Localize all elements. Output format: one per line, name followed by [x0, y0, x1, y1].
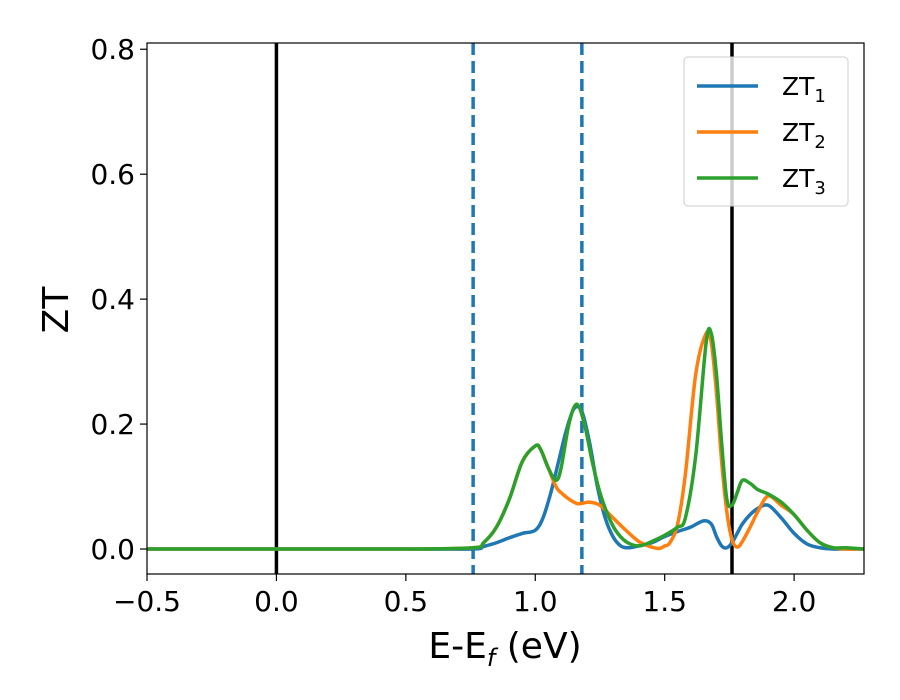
x-tick-label: 0.5: [384, 585, 429, 618]
series-line-zt1: [147, 404, 864, 551]
x-axis: −0.5 0.0 0.5 1.0 1.5 2.0: [113, 574, 816, 618]
x-tick-label: 0.0: [254, 585, 299, 618]
y-tick-label: 0.6: [90, 158, 135, 191]
series-layer: [147, 326, 865, 551]
x-tick-label: −0.5: [113, 585, 181, 618]
x-axis-label: E-Ef (eV): [428, 626, 581, 672]
y-axis-label: ZT: [36, 286, 77, 334]
legend-label-zt1: ZT1: [782, 72, 826, 107]
x-tick-label: 2.0: [772, 585, 817, 618]
y-tick-label: 0.8: [90, 33, 135, 66]
series-line-zt2: [147, 329, 865, 551]
plot-frame: [146, 42, 865, 575]
legend-label-zt2: ZT2: [782, 118, 826, 153]
y-tick-label: 0.4: [90, 283, 135, 316]
legend-frame: [683, 56, 849, 207]
x-tick-label: 1.5: [642, 585, 687, 618]
y-tick-label: 0.0: [90, 533, 135, 566]
legend: ZT1 ZT2 ZT3: [683, 56, 849, 207]
series-line-zt3: [147, 326, 865, 551]
y-tick-label: 0.2: [90, 408, 135, 441]
y-axis: 0.0 0.2 0.4 0.6 0.8: [90, 33, 147, 566]
reference-lines: [274, 43, 734, 574]
legend-label-zt3: ZT3: [782, 164, 826, 199]
x-tick-label: 1.0: [513, 585, 558, 618]
